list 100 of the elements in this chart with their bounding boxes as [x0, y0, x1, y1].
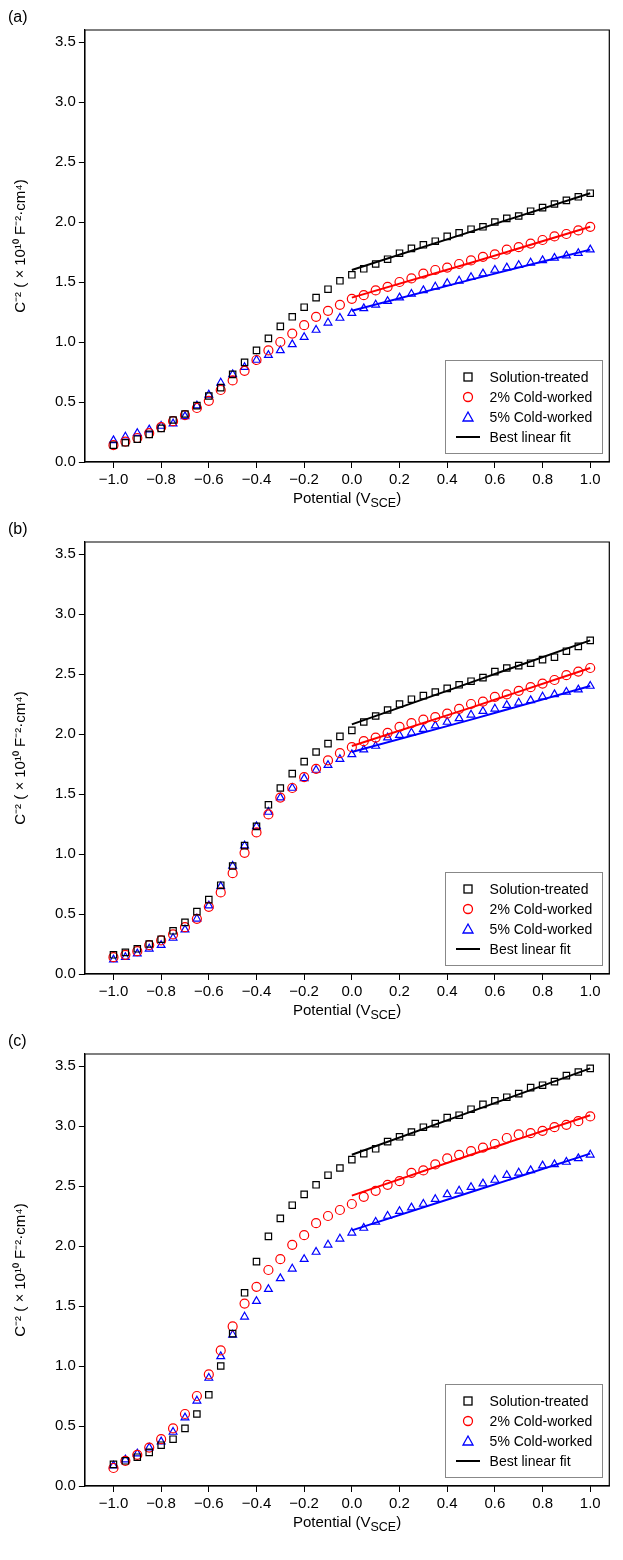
point	[443, 1113, 451, 1122]
point	[525, 682, 536, 693]
y-tick-label: 0.0	[54, 1476, 76, 1494]
point	[120, 431, 130, 440]
point	[491, 667, 499, 676]
y-axis-title: C⁻² (×10¹⁰ F⁻²·cm⁴)	[10, 179, 29, 313]
point	[406, 273, 417, 284]
point	[465, 255, 477, 266]
point	[394, 276, 405, 288]
y-tick-label: 3.0	[54, 1116, 76, 1134]
point	[514, 260, 524, 269]
point	[549, 689, 559, 698]
point	[573, 248, 583, 257]
point	[215, 384, 226, 396]
point	[359, 744, 369, 753]
point	[538, 1160, 548, 1169]
point	[382, 281, 393, 292]
point	[526, 695, 536, 704]
point	[538, 1081, 547, 1089]
point	[346, 293, 357, 304]
y-tick-label: 1.0	[54, 844, 76, 862]
point	[430, 1194, 440, 1203]
point	[156, 420, 166, 429]
point	[299, 1254, 309, 1263]
point	[454, 1185, 464, 1194]
point	[383, 1137, 392, 1146]
point	[526, 207, 535, 215]
point	[288, 313, 297, 321]
point	[442, 716, 452, 725]
point	[193, 1410, 201, 1418]
x-tick-label: −0.8	[146, 1494, 176, 1512]
point	[310, 311, 322, 322]
point	[406, 727, 416, 736]
point	[586, 189, 595, 197]
point	[454, 703, 465, 714]
point	[479, 1100, 487, 1109]
point	[573, 666, 584, 677]
point	[538, 655, 547, 664]
point	[550, 653, 559, 661]
point	[394, 1176, 405, 1187]
point	[406, 288, 416, 297]
point	[335, 754, 345, 763]
point	[133, 945, 142, 953]
x-tick-label: −0.8	[146, 982, 176, 1000]
point	[371, 260, 380, 268]
point	[442, 708, 453, 719]
point	[573, 1153, 583, 1162]
point	[549, 252, 559, 261]
y-axis-title: C⁻² (×10¹⁰ F⁻²·cm⁴)	[10, 691, 29, 825]
point	[561, 686, 571, 695]
point	[359, 718, 368, 726]
point	[550, 200, 559, 208]
point	[561, 250, 571, 259]
point	[479, 673, 487, 682]
point	[465, 1146, 477, 1157]
point	[395, 1133, 404, 1141]
x-tick-label: 0.4	[436, 470, 458, 488]
point	[418, 268, 429, 279]
point	[526, 257, 536, 266]
legend-label: 5% Cold-worked	[489, 1432, 593, 1451]
point	[502, 262, 512, 271]
point	[324, 285, 332, 293]
x-tick-label: 0.8	[532, 470, 553, 488]
x-tick-label: 0.8	[532, 1494, 553, 1512]
x-tick-label: 0.4	[436, 1494, 458, 1512]
point	[562, 196, 571, 205]
point	[263, 1264, 274, 1276]
x-tick-label: 0.6	[484, 982, 506, 1000]
point	[442, 262, 453, 273]
point	[466, 709, 476, 718]
point	[491, 218, 499, 226]
point	[264, 1232, 273, 1241]
point	[585, 662, 596, 674]
point	[502, 700, 512, 709]
y-tick-label: 0.0	[54, 452, 76, 470]
point	[573, 684, 583, 693]
point	[359, 1149, 368, 1158]
point	[514, 697, 524, 706]
point	[477, 1142, 489, 1153]
point	[287, 339, 297, 348]
point	[358, 290, 369, 301]
point	[383, 732, 393, 741]
chart-title: (b)	[8, 520, 28, 538]
point	[181, 1424, 189, 1433]
point	[489, 1138, 500, 1150]
point	[299, 320, 310, 331]
point	[169, 1435, 177, 1443]
point	[275, 1254, 286, 1265]
point	[513, 242, 524, 253]
point	[144, 424, 154, 433]
point	[466, 1182, 476, 1191]
y-tick-label: 2.0	[54, 724, 76, 742]
point	[264, 801, 273, 809]
point	[300, 1190, 308, 1199]
point	[418, 1165, 429, 1176]
point	[215, 1345, 226, 1356]
y-tick-label: 3.5	[54, 32, 76, 50]
x-tick-label: 0.8	[532, 982, 553, 1000]
x-tick-label: −1.0	[98, 1494, 129, 1512]
point	[430, 1159, 441, 1170]
